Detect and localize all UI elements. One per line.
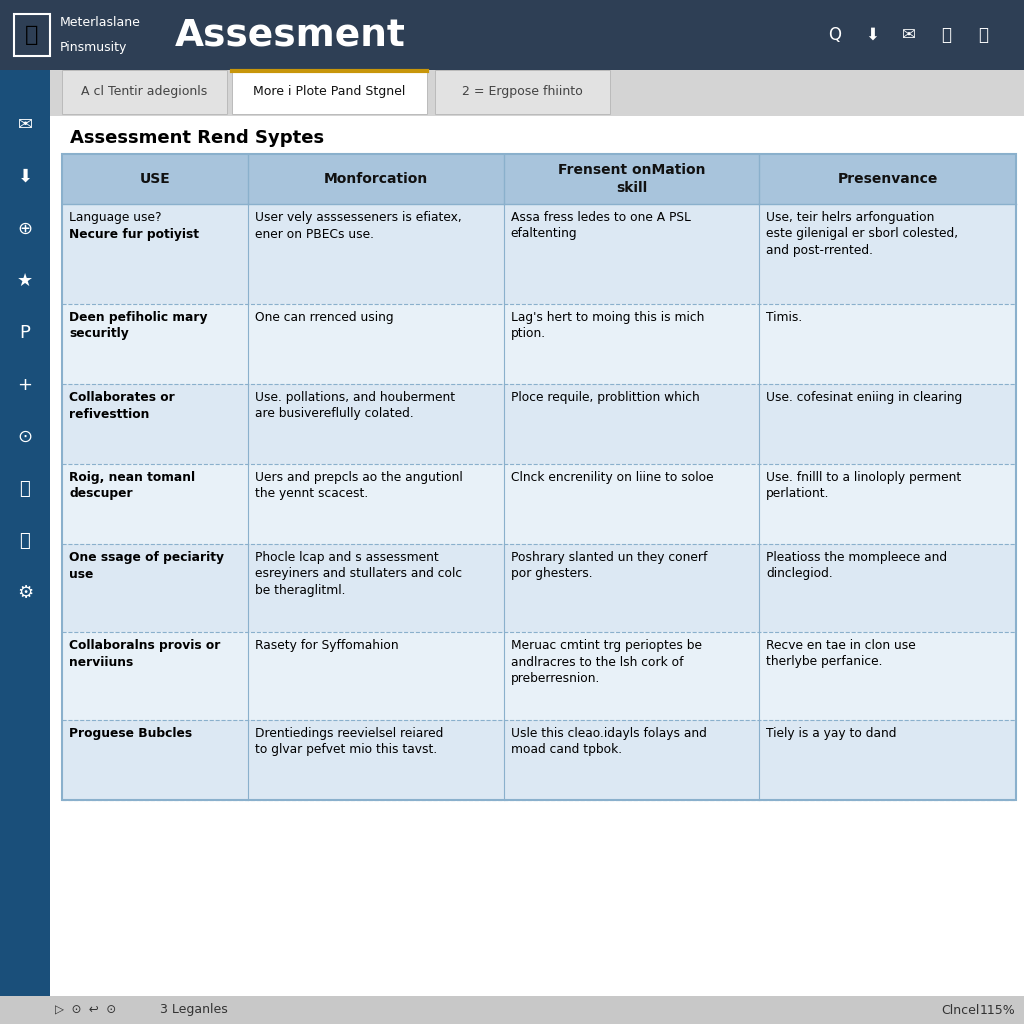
Text: Pleatioss the mompleece and
dinclegiod.: Pleatioss the mompleece and dinclegiod. [766,551,947,581]
Text: USE: USE [139,172,170,186]
Text: ★: ★ [17,272,33,290]
Text: Frensent onMation
skill: Frensent onMation skill [558,164,706,195]
FancyBboxPatch shape [62,544,1016,632]
FancyBboxPatch shape [50,70,1024,1024]
Text: Collaboralns provis or
nerviiuns: Collaboralns provis or nerviiuns [69,639,220,669]
Text: A cl Tentir adegionls: A cl Tentir adegionls [81,85,208,98]
Text: Drentiedings reevielsel reiared
to glvar pefvet mio this tavst.: Drentiedings reevielsel reiared to glvar… [255,727,443,757]
Text: Use. pollations, and houberment
are busivereflully colated.: Use. pollations, and houberment are busi… [255,391,455,421]
Text: Deen pefiholic mary
securitly: Deen pefiholic mary securitly [69,311,208,341]
Text: ⊕: ⊕ [17,220,33,238]
Text: Roig, nean tomanl
descuper: Roig, nean tomanl descuper [69,471,196,501]
Text: 2 = Ergpose fhiinto: 2 = Ergpose fhiinto [462,85,583,98]
Text: Pinsmusity: Pinsmusity [60,41,127,53]
Text: Presenvance: Presenvance [838,172,938,186]
Text: ✉: ✉ [902,26,915,44]
Text: Necure fur potiyist: Necure fur potiyist [69,228,199,241]
Text: Phocle lcap and s assessment
esreyiners and stullaters and colc
be theraglitml.: Phocle lcap and s assessment esreyiners … [255,551,462,597]
FancyBboxPatch shape [62,70,227,114]
Text: 👤: 👤 [941,26,951,44]
Text: Proguese Bubcles: Proguese Bubcles [69,727,193,740]
Text: 📚: 📚 [26,25,39,45]
Text: Use, teir helrs arfonguation
este gilenigal er sborl colested,
and post-rrented.: Use, teir helrs arfonguation este gileni… [766,211,958,257]
Text: One can rrenced using: One can rrenced using [255,311,393,324]
Text: Usle this cleao.idayls folays and
moad cand tpbok.: Usle this cleao.idayls folays and moad c… [511,727,707,757]
Text: Assesment: Assesment [175,17,406,53]
Text: 👁: 👁 [19,532,31,550]
Text: ⬇: ⬇ [865,26,879,44]
Text: ⏻: ⏻ [19,480,31,498]
Text: Assa fress ledes to one A PSL
efaltenting: Assa fress ledes to one A PSL efaltentin… [511,211,690,241]
Text: 115%: 115% [979,1004,1015,1017]
Text: Timis.: Timis. [766,311,803,324]
Text: ⊙: ⊙ [17,428,33,446]
Text: ⬇: ⬇ [17,168,33,186]
Text: ✉: ✉ [17,116,33,134]
Text: Clnck encrenility on liine to soloe: Clnck encrenility on liine to soloe [511,471,714,484]
FancyBboxPatch shape [62,720,1016,800]
Text: ▷  ⊙  ↩  ⊙: ▷ ⊙ ↩ ⊙ [55,1004,116,1017]
Text: Monforcation: Monforcation [324,172,428,186]
Text: More i Plote Pand Stgnel: More i Plote Pand Stgnel [253,85,406,98]
Text: Q: Q [828,26,842,44]
Text: Language use?: Language use? [69,211,162,224]
Text: Meterlaslane: Meterlaslane [60,16,141,30]
FancyBboxPatch shape [62,154,1016,204]
FancyBboxPatch shape [62,304,1016,384]
Text: 3 Leganles: 3 Leganles [160,1004,227,1017]
FancyBboxPatch shape [0,70,50,1024]
FancyBboxPatch shape [62,384,1016,464]
FancyBboxPatch shape [62,464,1016,544]
FancyBboxPatch shape [50,70,1024,116]
Text: Use. cofesinat eniing in clearing: Use. cofesinat eniing in clearing [766,391,963,404]
FancyBboxPatch shape [0,0,1024,70]
Text: Clncel: Clncel [942,1004,980,1017]
Text: Uers and prepcls ao the angutionl
the yennt scacest.: Uers and prepcls ao the angutionl the ye… [255,471,463,501]
Text: Recve en tae in clon use
therlybe perfanice.: Recve en tae in clon use therlybe perfan… [766,639,916,669]
Text: Tiely is a yay to dand: Tiely is a yay to dand [766,727,897,740]
Text: ⚙: ⚙ [17,584,33,602]
FancyBboxPatch shape [62,632,1016,720]
Text: Assessment Rend Syptes: Assessment Rend Syptes [70,129,325,147]
FancyBboxPatch shape [62,204,1016,304]
FancyBboxPatch shape [232,70,427,114]
Text: +: + [17,376,33,394]
Text: One ssage of peciarity
use: One ssage of peciarity use [69,551,224,581]
FancyBboxPatch shape [435,70,610,114]
Text: Rasety for Syffomahion: Rasety for Syffomahion [255,639,398,652]
Text: Lag's hert to moing this is mich
ption.: Lag's hert to moing this is mich ption. [511,311,705,341]
Text: P: P [19,324,31,342]
Text: Ploce requile, problittion which: Ploce requile, problittion which [511,391,699,404]
Text: Meruac cmtint trg perioptes be
andlracres to the lsh cork of
preberresnion.: Meruac cmtint trg perioptes be andlracre… [511,639,701,685]
Text: Collaborates or
refivesttion: Collaborates or refivesttion [69,391,175,421]
Text: Use. fnilll to a linoloply perment
perlationt.: Use. fnilll to a linoloply perment perla… [766,471,962,501]
Text: User vely asssesseners is efiatex,
ener on PBECs use.: User vely asssesseners is efiatex, ener … [255,211,462,241]
FancyBboxPatch shape [14,14,50,56]
FancyBboxPatch shape [0,996,1024,1024]
Text: 🔒: 🔒 [978,26,988,44]
Text: Poshrary slanted un they conerf
por ghesters.: Poshrary slanted un they conerf por ghes… [511,551,708,581]
